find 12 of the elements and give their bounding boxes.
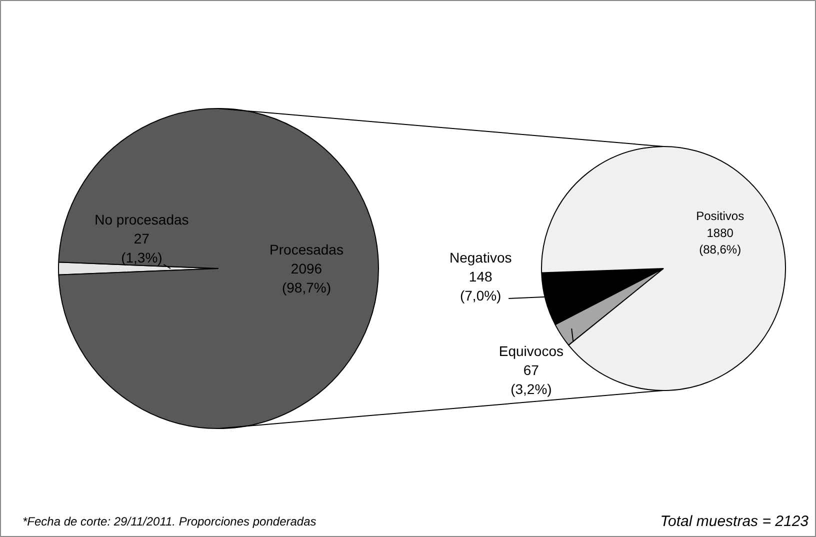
data-label: 27 (1,3%)	[121, 230, 162, 266]
text: Total muestras = 2123	[660, 513, 810, 530]
data-label: 1880 (88,6%)	[699, 226, 742, 257]
slice-label: No procesadas	[94, 211, 189, 228]
slice-label: Equivocos	[498, 342, 564, 359]
text: *Fecha de corte: 29/11/2011. Proporciones ponderadas	[22, 514, 316, 528]
slice-label: Negativos	[449, 249, 512, 266]
slice-label: Procesadas	[270, 241, 344, 258]
slice-label: Positivos	[696, 209, 744, 224]
data-label: 148 (7,0%)	[460, 268, 502, 304]
data-label: 67 (3,2%)	[510, 362, 552, 398]
data-label: 2096 (98,7%)	[282, 260, 332, 296]
